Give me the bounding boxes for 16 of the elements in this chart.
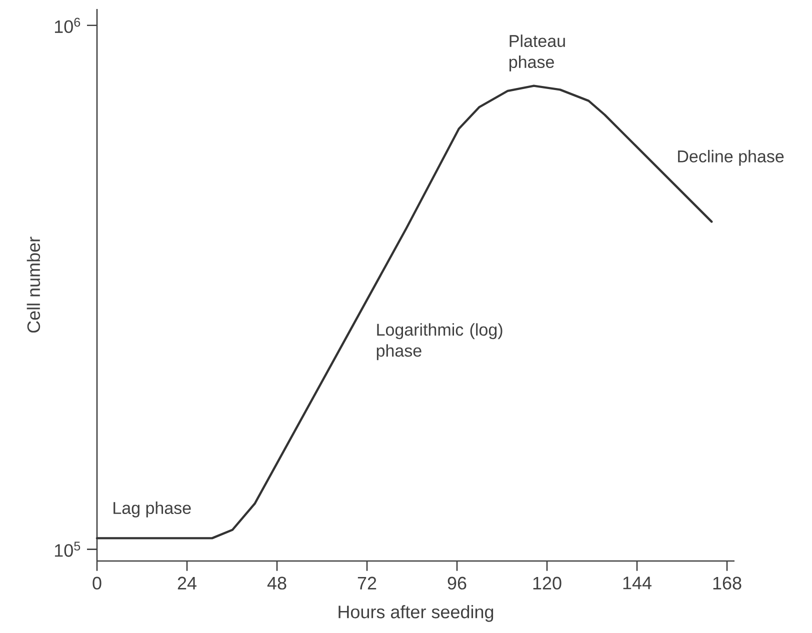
x-tick-label: 168: [713, 576, 742, 590]
annotation: Plateau phase: [509, 34, 565, 72]
x-tick-label: 72: [358, 576, 376, 590]
x-tick-label: 96: [448, 576, 466, 590]
annotation: Decline phase: [678, 150, 784, 166]
x-tick-label: 48: [267, 576, 286, 590]
x-tick-label: 24: [178, 576, 196, 590]
y-axis-title: Cell number: [26, 236, 40, 333]
annotation: Lag phase: [114, 502, 191, 518]
y-tick-label: 10$^{5}$: [54, 542, 80, 557]
x-tick-label: 144: [623, 576, 652, 590]
x-axis-title: Hours after seeding: [338, 605, 494, 622]
annotation: Logarithmic (log) phase: [376, 323, 502, 360]
y-tick-label: 10$^{6}$: [54, 18, 80, 34]
x-tick-label: 0: [92, 576, 102, 590]
x-tick-label: 120: [533, 576, 562, 590]
